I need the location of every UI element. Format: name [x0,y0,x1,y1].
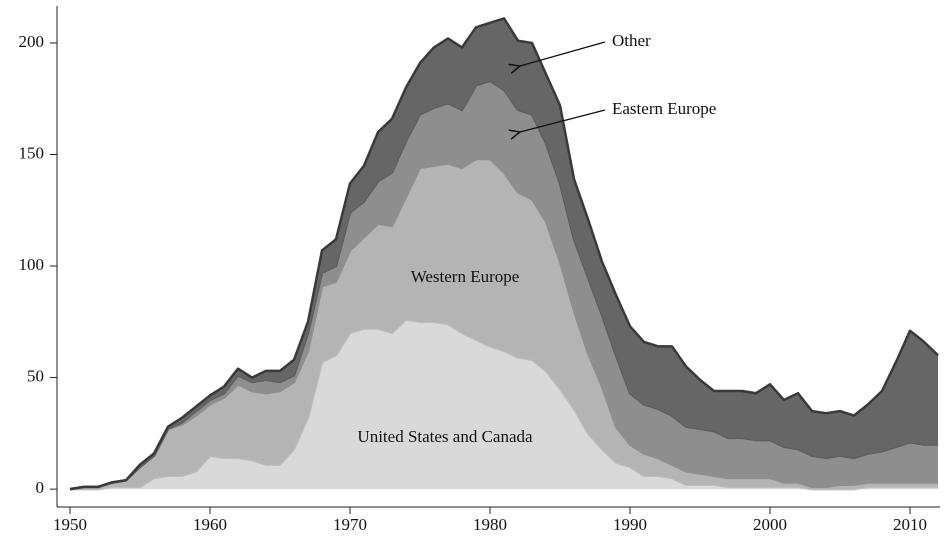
series-label: Western Europe [411,267,520,286]
y-tick-label: 100 [19,255,45,274]
x-tick-label: 1950 [53,515,87,534]
series-label: United States and Canada [357,427,533,446]
y-tick-label: 0 [36,478,45,497]
area-top-line [69,17,939,491]
series-label: Eastern Europe [612,99,716,118]
y-tick-label: 200 [19,32,45,51]
area [70,158,938,490]
x-tick-label: 2000 [753,515,787,534]
annotation-arrow [520,109,606,132]
x-tick-label: 2010 [893,515,927,534]
area [70,319,938,490]
x-tick-label: 1960 [193,515,227,534]
x-tick-label: 1970 [333,515,367,534]
y-tick-label: 150 [19,143,45,162]
series-label: Other [612,31,651,50]
x-tick-label: 1990 [613,515,647,534]
plot-area [69,17,939,491]
x-tick-label: 1980 [473,515,507,534]
area [70,18,938,490]
area [70,80,938,490]
annotation-arrow [520,41,606,66]
y-tick-label: 50 [27,367,44,386]
